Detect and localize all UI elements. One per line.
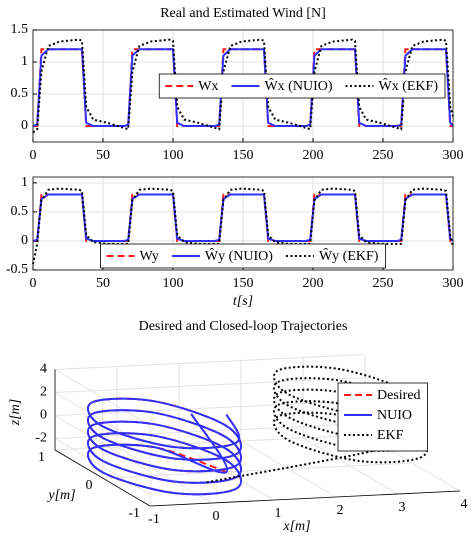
x-tick-label: 50 [96, 148, 110, 163]
grid-line [54, 369, 151, 426]
x-axis-label: x[m] [282, 519, 310, 534]
grid-line [54, 400, 366, 416]
y-tick-label: 0.5 [11, 204, 29, 219]
y-tick-label: 0 [21, 233, 28, 248]
legend-label: Desired [377, 388, 421, 403]
chart-title: Real and Estimated Wind [N] [160, 6, 326, 21]
series-line [32, 193, 454, 242]
x-tick-label: 300 [443, 148, 464, 163]
x-tick-label: 200 [303, 148, 324, 163]
y-tick-label: -0.5 [6, 262, 28, 277]
x-tick-label: 4 [461, 497, 468, 512]
legend-box [100, 243, 386, 269]
x-tick-label: 2 [337, 503, 344, 518]
y-tick-label: 0.5 [11, 86, 29, 101]
y-tick-label: 1.5 [11, 22, 29, 37]
legend: Desired NUIO EKF [337, 382, 428, 452]
axes-frame [32, 29, 454, 143]
x-tick-label: 250 [373, 148, 394, 163]
series-line [206, 365, 428, 484]
y-tick-label: 1 [38, 450, 45, 465]
y-axis-label: y[m] [46, 488, 75, 503]
x-tick-label: 1 [275, 506, 282, 521]
x-tick-label: 300 [443, 276, 464, 291]
x-tick-label: 100 [163, 276, 184, 291]
legend-label: NUIO [377, 408, 412, 423]
legend-label: Ŵx (EKF) [379, 77, 439, 94]
x-tick-label: 200 [303, 276, 324, 291]
x-tick-label: 0 [30, 276, 37, 291]
y-tick-label: 1 [21, 175, 28, 190]
x-tick-label: 0 [213, 509, 220, 524]
series-line [87, 397, 242, 496]
series-line [32, 48, 454, 127]
z-tick-label: 0 [40, 408, 47, 423]
legend-label: Wy [140, 249, 159, 264]
grid-line [54, 423, 366, 439]
grid-line [54, 354, 366, 370]
x-tick-label: 3 [399, 500, 406, 515]
legend: Wx Ŵx (NUIO) Ŵx (EKF) [158, 73, 446, 99]
y-tick-label: -1 [128, 506, 140, 521]
z-tick-label: -2 [35, 431, 47, 446]
legend: Wy Ŵy (NUIO) Ŵy (EKF) [100, 243, 386, 269]
x-tick-label: 150 [233, 276, 254, 291]
axes-frame [32, 176, 454, 271]
x-tick-label: 250 [373, 276, 394, 291]
legend-label: Wx [198, 79, 218, 94]
grid-line [102, 462, 413, 479]
y-tick-label: 0 [86, 478, 93, 493]
chart-title: Desired and Closed-loop Trajectories [139, 319, 348, 334]
z-tick-label: 2 [40, 385, 47, 400]
y-tick-label: 0 [21, 118, 28, 133]
x-tick-label: 100 [163, 148, 184, 163]
legend-label: EKF [377, 428, 404, 443]
series-line [32, 38, 454, 134]
legend-label: Ŵx (NUIO) [264, 77, 332, 94]
y-tick-label: 1 [21, 54, 28, 69]
legend-label: Ŵy (EKF) [319, 247, 379, 264]
x-axis-label: t[s] [233, 294, 253, 309]
legend-box [337, 382, 428, 452]
z-tick-label: 4 [40, 362, 47, 377]
legend-label: Ŵy (NUIO) [205, 247, 273, 264]
x-tick-label: 50 [96, 276, 110, 291]
grid-line [54, 377, 366, 393]
legend-box [158, 73, 446, 99]
x-tick-label: 0 [30, 148, 37, 163]
axis-line [149, 490, 461, 507]
axis-line [54, 449, 151, 507]
x-tick-label: -1 [148, 512, 160, 527]
x-tick-label: 150 [233, 148, 254, 163]
series-line [32, 187, 454, 265]
z-axis-label: z[m] [8, 399, 23, 426]
